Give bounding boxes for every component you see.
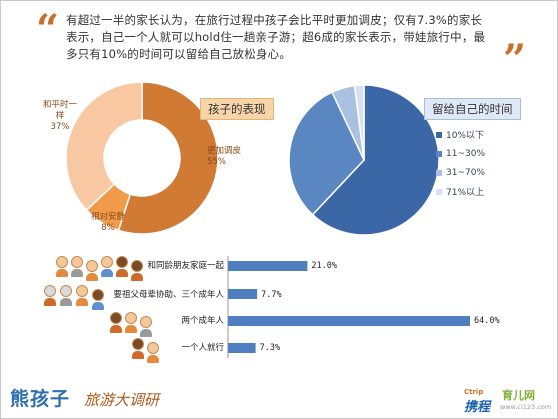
donut-label-same-name: 和平时一样 bbox=[42, 100, 77, 121]
donut-label-naughty-name: 更加调皮 bbox=[207, 146, 242, 156]
legend-label: 10%以下 bbox=[446, 131, 485, 141]
ctrip-logo-cn: 携程 bbox=[464, 400, 491, 415]
bar-value-label: 64.0% bbox=[474, 316, 500, 326]
legend-swatch bbox=[436, 131, 442, 138]
footer-subtitle: 旅游大调研 bbox=[84, 391, 160, 409]
intro-text: 有超过一半的家长认为，在旅行过程中孩子会比平时更加调皮；仅有7.3%的家长表示，… bbox=[66, 13, 486, 61]
legend-swatch bbox=[436, 169, 442, 176]
pie-time-title: 留给自己的时间 bbox=[424, 98, 521, 120]
footer-logo: 熊孩子 bbox=[10, 388, 71, 410]
legend-item: 31~70% bbox=[436, 163, 485, 182]
legend-item: 11~30% bbox=[436, 144, 485, 163]
bar bbox=[228, 261, 308, 271]
pie-slice bbox=[288, 91, 365, 216]
donut-label-naughty-value: 55% bbox=[207, 157, 226, 167]
child-figure-icon bbox=[131, 260, 143, 281]
ctrip-logo-en: Ctrip bbox=[464, 388, 484, 396]
donut-label-quiet-name: 相对安静 bbox=[90, 212, 125, 222]
legend-item: 71%以上 bbox=[436, 182, 485, 201]
pie-slice bbox=[353, 84, 365, 161]
legend-item: 10%以下 bbox=[436, 125, 485, 144]
grandparent-figure-icon bbox=[44, 285, 56, 306]
bar-value-label: 7.3% bbox=[259, 343, 281, 353]
bar-value-label: 21.0% bbox=[311, 261, 337, 271]
child-figure-icon bbox=[147, 342, 159, 363]
bar-value-label: 7.7% bbox=[261, 290, 282, 300]
legend-label: 71%以上 bbox=[446, 188, 485, 198]
close-quote-mark: ” bbox=[503, 36, 527, 83]
adult-figure-icon bbox=[76, 285, 88, 306]
bar-category-label: 两个成年人 bbox=[181, 316, 224, 326]
pie-slice bbox=[311, 84, 440, 236]
legend-label: 31~70% bbox=[446, 167, 485, 178]
donut-label-naughty: 更加调皮 55% bbox=[207, 146, 247, 168]
child-figure-icon bbox=[140, 316, 152, 337]
adult-figure-icon bbox=[71, 256, 83, 277]
legend-label: 11~30% bbox=[446, 148, 485, 159]
bar bbox=[228, 289, 258, 299]
legend-swatch bbox=[436, 188, 442, 195]
bar bbox=[228, 316, 470, 326]
donut-kids-title: 孩子的表现 bbox=[200, 98, 274, 120]
grandparent-figure-icon bbox=[60, 285, 72, 306]
adult-figure-icon bbox=[110, 312, 122, 333]
adult-figure-icon bbox=[116, 256, 128, 277]
donut-label-quiet-value: 8% bbox=[101, 223, 115, 233]
adult-figure-icon bbox=[101, 256, 113, 277]
pie-time-legend: 10%以下 11~30% 31~70% 71%以上 bbox=[436, 125, 485, 201]
legend-swatch bbox=[436, 150, 442, 157]
ctrip-logo: Ctrip 携程 bbox=[464, 388, 491, 416]
open-quote-mark: “ bbox=[36, 6, 60, 53]
bar-category-label: 一个人就行 bbox=[181, 343, 224, 353]
yuer-logo: 育儿网 bbox=[502, 389, 535, 402]
child-figure-icon bbox=[86, 260, 98, 281]
donut-slice bbox=[65, 81, 143, 212]
bar-category-label: 要祖父母辈协助、三个成年人 bbox=[113, 290, 224, 300]
yuer-url: www.ci123.com bbox=[500, 403, 552, 411]
bar bbox=[228, 343, 256, 353]
donut-label-same-value: 37% bbox=[50, 122, 70, 132]
child-figure-icon bbox=[92, 289, 104, 310]
donut-label-quiet: 相对安静 8% bbox=[88, 212, 128, 234]
adult-figure-icon bbox=[125, 312, 137, 333]
donut-label-same: 和平时一样 37% bbox=[40, 100, 80, 133]
bar-category-label: 和同龄朋友家庭一起 bbox=[147, 261, 224, 271]
adult-figure-icon bbox=[132, 338, 144, 359]
adult-figure-icon bbox=[56, 256, 68, 277]
